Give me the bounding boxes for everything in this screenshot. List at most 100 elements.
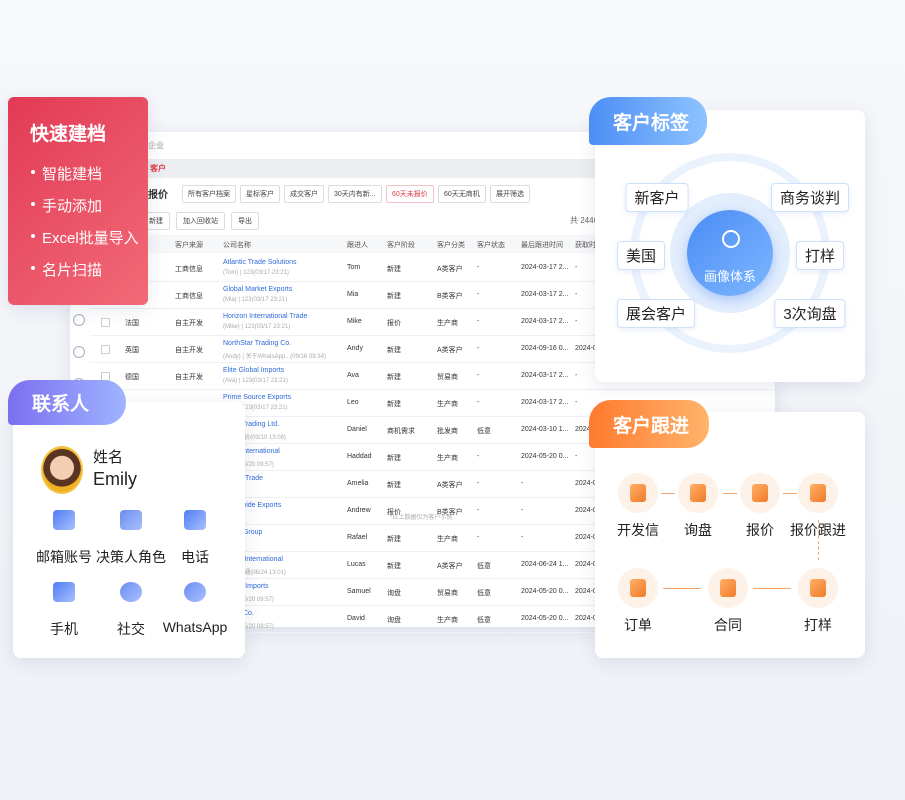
card-title-pill: 联系人 (8, 380, 126, 425)
cell-created: 2024-0 (575, 588, 597, 595)
cell-category: A类客户 (437, 482, 463, 489)
total-count: 共 2446 (570, 216, 599, 225)
cell-last: - (521, 534, 524, 541)
channel-icon[interactable] (120, 510, 142, 530)
cell-status: 低意 (477, 428, 491, 435)
channel-icon[interactable] (53, 510, 75, 530)
cell-company[interactable]: Edge International (223, 448, 280, 455)
cell-created: 2024-0 (575, 345, 597, 352)
bullet (31, 266, 35, 270)
core-label: 画像体系 (703, 269, 757, 284)
cell-owner: Andy (347, 345, 363, 352)
row-divider (90, 551, 775, 552)
cell-company[interactable]: Metal Trading Ltd. (223, 421, 280, 428)
cell-owner: David (347, 615, 365, 622)
cell-company[interactable]: Prime Source Exports (223, 394, 292, 401)
filter-button[interactable]: 成交客户 (284, 185, 324, 203)
cell-created: - (575, 318, 578, 325)
channel-icon[interactable] (53, 582, 75, 602)
card-title: 客户标签 (613, 112, 690, 134)
column-header: 获取时间 (575, 242, 603, 249)
cell-company[interactable]: Atlantic Trade Solutions (223, 259, 297, 266)
cell-status: - (477, 318, 480, 325)
column-header: 客户阶段 (387, 242, 415, 249)
filter-button[interactable]: 星标客户 (240, 185, 280, 203)
row-divider (90, 524, 775, 525)
cell-company[interactable]: Global Imports (223, 583, 269, 590)
action-button[interactable]: 导出 (231, 212, 259, 230)
step-icon-glyph (630, 484, 646, 502)
step-label: 开发信 (617, 522, 659, 538)
channel-label: 社交 (117, 621, 145, 637)
cell-source: 自主开发 (175, 320, 203, 327)
cell-stage: 报价 (387, 320, 401, 327)
cell-created: 2024 (575, 426, 591, 433)
filter-button[interactable]: 展开筛选 (490, 185, 530, 203)
step-label: 报价 (746, 522, 774, 538)
quick-create-card: 快速建档 智能建档 手动添加 Excel批量导入 名片扫描 (8, 97, 148, 305)
row-checkbox[interactable] (101, 345, 110, 354)
cell-status: - (477, 534, 480, 541)
filter-button[interactable]: 30天内有新... (328, 185, 382, 203)
cell-last: 2024-03-17 2... (521, 372, 569, 379)
cell-company[interactable]: NorthStar Trading Co. (223, 340, 292, 347)
channel-icon[interactable] (184, 582, 206, 602)
cell-last: 2024-09-16 0... (521, 345, 569, 352)
cell-last: 2024-05-20 0... (521, 588, 569, 595)
arrow (661, 493, 675, 494)
cell-stage: 询盘 (387, 590, 401, 597)
cell-status: - (477, 372, 480, 379)
tag[interactable]: 打样 (795, 241, 845, 270)
channel-icon[interactable] (184, 510, 206, 530)
tag[interactable]: 新客户 (625, 183, 689, 212)
cell-owner: Samuel (347, 588, 371, 595)
tag[interactable]: 商务谈判 (770, 183, 850, 212)
cell-company[interactable]: Worldwide Exports (223, 502, 282, 509)
action-button[interactable]: 加入回收站 (176, 212, 225, 230)
view-select[interactable]: 报价 (148, 190, 168, 201)
tab[interactable]: 客户 (150, 164, 166, 173)
bullet (31, 170, 35, 174)
cell-company[interactable]: Global Market Exports (223, 286, 293, 293)
filter-button[interactable]: 60天未报价 (386, 185, 434, 203)
cell-meta: (Mia) | 123(03/17 23:21) (223, 297, 288, 303)
cell-last: - (521, 507, 524, 514)
cell-category: 生产商 (437, 536, 458, 543)
row-divider (90, 443, 775, 444)
cell-created: 2024-0 (575, 615, 597, 622)
cell-owner: Lucas (347, 561, 366, 568)
cell-status: 低意 (477, 590, 491, 597)
filter-button[interactable]: 所有客户档案 (182, 185, 236, 203)
cell-source: 工商信息 (175, 266, 203, 273)
channel-icon[interactable] (120, 582, 142, 602)
tag[interactable]: 美国 (616, 241, 666, 270)
cell-created: - (575, 453, 578, 460)
cell-stage: 新建 (387, 455, 401, 462)
cell-source: 自主开发 (175, 347, 203, 354)
channel-label: 邮箱账号 (36, 549, 92, 565)
cell-meta: | 商品询价(03/10 13:08) (223, 435, 286, 441)
arrow (723, 493, 737, 494)
row-divider (90, 416, 775, 417)
column-header: 公司名称 (223, 242, 251, 249)
cell-company[interactable]: Winds International (223, 556, 283, 563)
name-label: 姓名 (93, 449, 124, 466)
row-divider (90, 605, 775, 606)
cell-status: 低意 (477, 617, 491, 624)
cell-company[interactable]: Horizon International Trade (223, 313, 308, 320)
filter-button[interactable]: 60天无商机 (438, 185, 486, 203)
arrow (818, 520, 819, 560)
column-header: 最后跟进时间 (521, 242, 563, 249)
tag[interactable]: 3次询盘 (774, 299, 846, 328)
cell-status: - (477, 399, 480, 406)
row-checkbox[interactable] (101, 318, 110, 327)
tag[interactable]: 展会客户 (616, 299, 696, 328)
cell-stage: 新建 (387, 563, 401, 570)
cell-company[interactable]: Elite Global Imports (223, 367, 285, 374)
cell-created: - (575, 372, 578, 379)
cell-stage: 商机需求 (387, 428, 415, 435)
cell-stage: 新建 (387, 293, 401, 300)
channel-label: 电话 (181, 549, 209, 565)
cell-created: 2024-0 (575, 561, 597, 568)
